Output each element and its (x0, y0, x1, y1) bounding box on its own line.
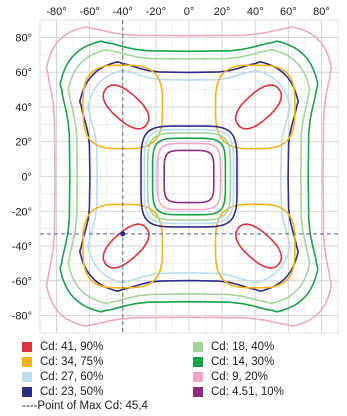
contour-cd-9-outer (45, 26, 333, 327)
x-tick-label: 60° (280, 6, 297, 18)
y-tick-label: -40° (12, 241, 32, 253)
y-tick-label: -20° (12, 206, 32, 218)
x-tick-label: -60° (80, 6, 100, 18)
x-tick-label: 20° (214, 6, 231, 18)
y-tick-label: 40° (15, 102, 32, 114)
contour-cd-18-center (146, 132, 232, 221)
contour-cd-4-51-center (163, 149, 215, 204)
max-point-marker (120, 231, 126, 237)
contour-cd-34-lobe-2 (82, 203, 164, 289)
contour-cd-14-outer (59, 40, 319, 313)
x-tick-label: 0° (184, 6, 195, 18)
contour-cd-41-lobe-0 (102, 84, 150, 130)
y-tick-label: -80° (12, 311, 32, 323)
contour-cd-9-center (156, 142, 222, 211)
y-tick-label: 60° (15, 67, 32, 79)
x-tick-label: -20° (146, 6, 166, 18)
contour-cd-14-center (151, 137, 227, 216)
x-tick-label: 80° (313, 6, 330, 18)
y-tick-label: 80° (15, 32, 32, 44)
x-tick-label: -80° (46, 6, 66, 18)
x-tick-label: -40° (113, 6, 133, 18)
y-tick-label: -60° (12, 276, 32, 288)
contour-cd-18-outer (67, 48, 311, 305)
contour-cd-23-center (140, 125, 238, 228)
y-tick-label: 20° (15, 137, 32, 149)
y-tick-label: 0° (21, 172, 32, 184)
contour-cd-41-lobe-1 (234, 84, 283, 130)
x-tick-label: 40° (247, 6, 264, 18)
contour-cd-27-outer (87, 69, 291, 284)
contour-cd-41-lobe-2 (102, 223, 150, 269)
contour-cd-34-lobe-3 (214, 203, 296, 289)
contour-cd-34-lobe-1 (214, 64, 296, 150)
max-point-note: ----Point of Max Cd: 45,4 (22, 400, 148, 412)
contour-cd-27-center (143, 128, 235, 225)
contour-cd-41-lobe-3 (234, 223, 283, 269)
contour-cd-34-lobe-0 (82, 64, 164, 150)
